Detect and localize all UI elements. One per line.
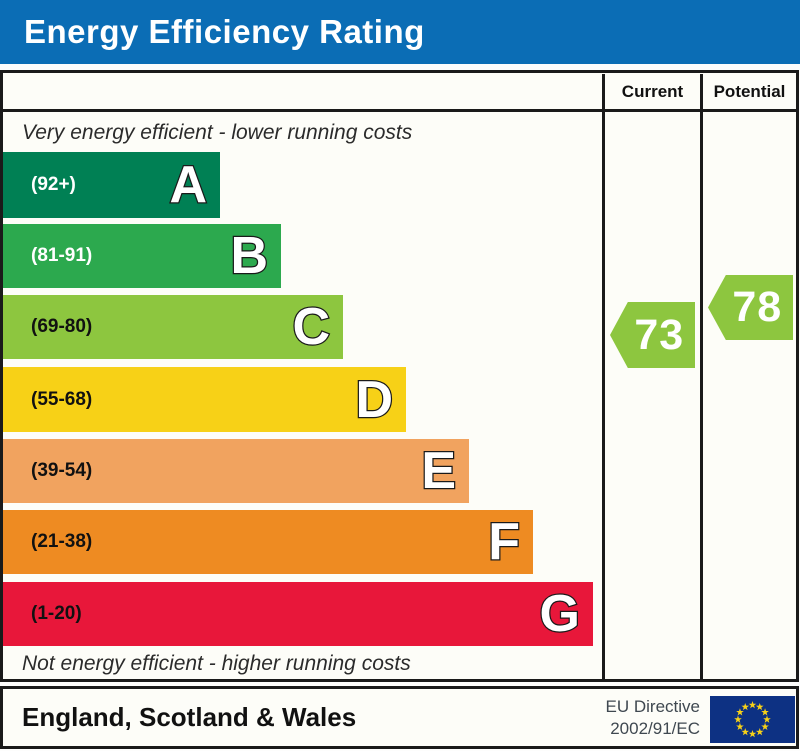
footer-box [0,686,799,749]
eu-directive-line1: EU Directive [605,697,700,716]
band-range-label: (92+) [31,174,76,195]
band-letter: D [354,370,394,429]
band-bar-e: (39-54) E [3,439,469,503]
band-range-label: (55-68) [31,388,93,410]
band-letter: B [229,227,269,285]
column-header-current: Current [621,82,684,101]
band-range-label: (39-54) [31,460,93,481]
title-bar: Energy Efficiency Rating [0,0,800,64]
band-letter: A [168,156,208,214]
bottom-note: Not energy efficient - higher running co… [22,652,411,675]
header-underline [3,109,796,112]
current-rating-arrow: 73 [610,302,695,368]
column-header-potential: Potential [713,82,786,101]
band-bar-c: (69-80) C [3,295,343,359]
band-bar-g: (1-20) G [3,582,593,646]
current-rating-value: 73 [634,310,685,359]
band-letter: E [420,442,457,500]
divider-current-potential [700,74,703,679]
top-note: Very energy efficient - lower running co… [22,121,413,144]
band-range-label: (21-38) [31,531,93,552]
band-bar-f: (21-38) F [3,510,533,574]
band-range-label: (1-20) [31,603,82,624]
eu-directive-line2: 2002/91/EC [610,719,700,738]
page-title: Energy Efficiency Rating [24,13,425,50]
band-range-label: (81-91) [31,245,93,266]
band-bar-d: (55-68) D [3,367,406,432]
band-bar-b: (81-91) B [3,224,281,288]
band-bar-a: (92+) A [3,152,220,218]
band-letter: F [487,513,521,571]
eu-flag-icon [710,696,795,743]
potential-rating-value: 78 [732,283,783,331]
band-letter: C [291,298,331,356]
band-letter: G [538,585,581,643]
eu-directive-label: EU Directive 2002/91/EC [606,696,700,740]
region-label: England, Scotland & Wales [22,702,357,732]
potential-rating-arrow: 78 [708,275,793,340]
band-range-label: (69-80) [31,316,93,337]
divider-bars-current [602,74,605,679]
